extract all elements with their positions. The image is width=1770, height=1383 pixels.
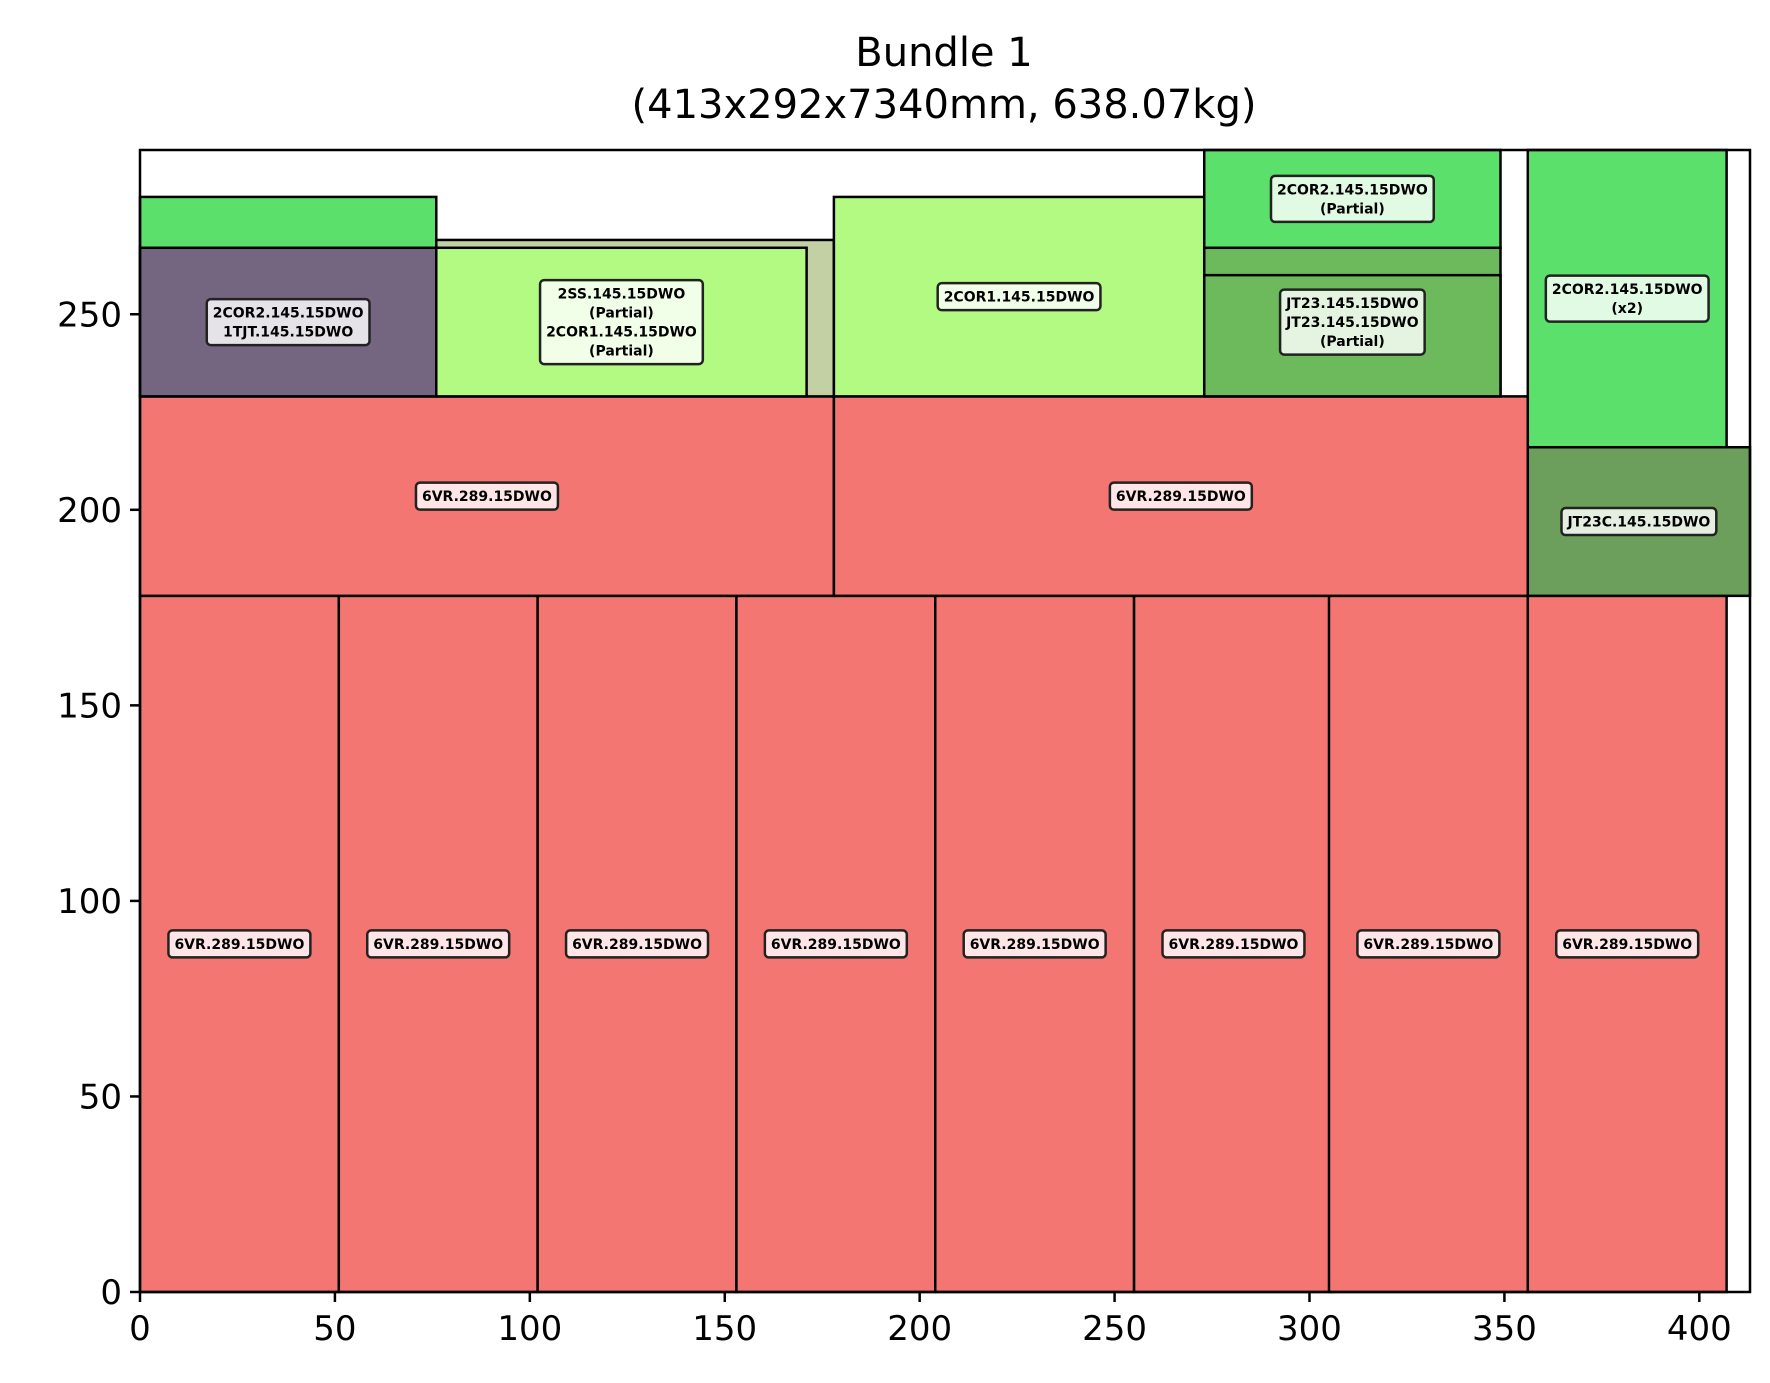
item-label-box xyxy=(936,281,1102,312)
item-label-box xyxy=(1161,929,1306,959)
item-label-text: (Partial) xyxy=(1320,201,1385,217)
item-label-text: 2COR2.145.15DWO xyxy=(1277,182,1428,198)
chart-title: Bundle 1 xyxy=(855,30,1032,76)
chart-subtitle: (413x292x7340mm, 638.07kg) xyxy=(632,82,1257,128)
x-tick-label: 350 xyxy=(1472,1309,1537,1349)
item-label: JT23.145.15DWO JT23.145.15DWO (Partial) xyxy=(1278,288,1426,356)
item-label-text: 2SS.145.15DWO xyxy=(558,287,686,303)
y-axis: 0 50 100 150 200 250 xyxy=(57,295,140,1313)
item-label: 6VR.289.15DWO xyxy=(1356,929,1501,959)
x-tick-label: 300 xyxy=(1277,1309,1342,1349)
y-tick-label: 150 xyxy=(57,686,122,726)
item-label: 6VR.289.15DWO xyxy=(962,929,1107,959)
item-label-text: 6VR.289.15DWO xyxy=(970,937,1100,953)
item-label-text: 6VR.289.15DWO xyxy=(1363,937,1493,953)
item-label: 6VR.289.15DWO xyxy=(366,929,511,959)
item-label: 6VR.289.15DWO xyxy=(1161,929,1306,959)
x-tick-label: 200 xyxy=(887,1309,952,1349)
item-label: 6VR.289.15DWO xyxy=(167,929,312,959)
item-label: 2COR2.145.15DWO (x2) xyxy=(1544,274,1710,323)
item-label-box xyxy=(1269,174,1435,224)
item-label-text: 6VR.289.15DWO xyxy=(771,937,901,953)
item-label-box xyxy=(1108,481,1254,511)
item-label-text: (Partial) xyxy=(589,306,654,322)
item-label-box xyxy=(1356,929,1501,959)
item-label-box xyxy=(538,278,705,366)
y-tick-label: 50 xyxy=(79,1077,122,1117)
x-tick-label: 150 xyxy=(692,1309,757,1349)
item-label-text: 6VR.289.15DWO xyxy=(1169,937,1299,953)
item-label-text: 2COR1.145.15DWO xyxy=(944,290,1095,306)
plot-frame xyxy=(138,148,1752,1294)
item-label-text: 2COR2.145.15DWO xyxy=(1552,282,1703,298)
item-label-text: 2COR2.145.15DWO xyxy=(213,306,364,322)
item-label-box xyxy=(962,929,1107,959)
item-label: 2COR1.145.15DWO xyxy=(936,281,1102,312)
x-tick-label: 0 xyxy=(129,1309,151,1349)
item-label: 6VR.289.15DWO xyxy=(564,929,710,959)
item-label-text: (Partial) xyxy=(1320,334,1385,350)
item-label-text: JT23.145.15DWO xyxy=(1285,315,1419,331)
x-tick-label: 50 xyxy=(313,1309,356,1349)
item-labels: 6VR.289.15DWO 6VR.289.15DWO 6VR.289.15DWO 6… xyxy=(167,174,1718,959)
x-tick-label: 250 xyxy=(1082,1309,1147,1349)
item-label: JT23C.145.15DWO xyxy=(1560,506,1718,537)
item-label-box xyxy=(1554,929,1700,959)
item-label-box xyxy=(205,297,371,347)
item-label: 2COR2.145.15DWO (Partial) xyxy=(1269,174,1435,224)
item-label-text: JT23C.145.15DWO xyxy=(1566,515,1710,531)
item-label-text: 1TJT.145.15DWO xyxy=(223,325,353,341)
item-label-text: 6VR.289.15DWO xyxy=(174,937,304,953)
item-label-text: 6VR.289.15DWO xyxy=(572,937,702,953)
item-label-box xyxy=(366,929,511,959)
item-label-box xyxy=(1278,288,1426,356)
item-label-box xyxy=(1560,506,1718,537)
item-label: 6VR.289.15DWO xyxy=(763,929,909,959)
item-label-box xyxy=(763,929,909,959)
item-label-text: (x2) xyxy=(1611,301,1643,317)
y-tick-label: 100 xyxy=(57,882,122,922)
item-label-text: (Partial) xyxy=(589,344,654,360)
item-label: 2COR2.145.15DWO 1TJT.145.15DWO xyxy=(205,297,371,347)
item-label-text: 6VR.289.15DWO xyxy=(1116,489,1246,505)
item-label: 6VR.289.15DWO xyxy=(414,481,560,511)
x-tick-label: 100 xyxy=(497,1309,562,1349)
y-tick-label: 200 xyxy=(57,491,122,531)
item-label-text: 2COR1.145.15DWO xyxy=(546,325,697,341)
item-label-text: 6VR.289.15DWO xyxy=(422,489,552,505)
item-label-text: 6VR.289.15DWO xyxy=(1562,937,1692,953)
y-tick-label: 250 xyxy=(57,295,122,335)
y-tick-label: 0 xyxy=(100,1273,122,1313)
item-label-box xyxy=(414,481,560,511)
item-label-text: JT23.145.15DWO xyxy=(1285,296,1419,312)
item-label-box xyxy=(564,929,710,959)
item-label: 6VR.289.15DWO xyxy=(1108,481,1254,511)
item-label-box xyxy=(167,929,312,959)
item-label-box xyxy=(1544,274,1710,323)
x-tick-label: 400 xyxy=(1667,1309,1732,1349)
x-axis: 0 50 100 150 200 250 300 350 400 xyxy=(129,1292,1732,1349)
item-label: 6VR.289.15DWO xyxy=(1554,929,1700,959)
item-label-text: 6VR.289.15DWO xyxy=(373,937,503,953)
item-label: 2SS.145.15DWO (Partial) 2COR1.145.15DWO (Pa… xyxy=(538,278,705,366)
